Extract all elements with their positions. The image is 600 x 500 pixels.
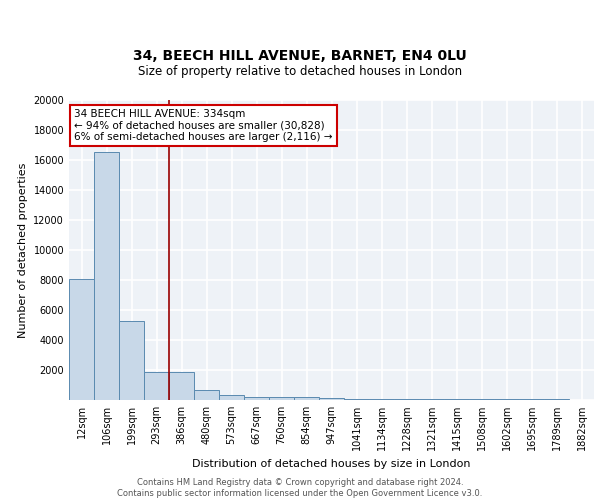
Bar (319, 398, 344, 400)
Bar (444, 399, 469, 400)
Bar (169, 372, 194, 400)
Bar (294, 398, 319, 400)
Bar (419, 399, 444, 400)
X-axis label: Distribution of detached houses by size in London: Distribution of detached houses by size … (192, 458, 471, 468)
Text: Size of property relative to detached houses in London: Size of property relative to detached ho… (138, 64, 462, 78)
Text: 34, BEECH HILL AVENUE, BARNET, EN4 0LU: 34, BEECH HILL AVENUE, BARNET, EN4 0LU (133, 48, 467, 62)
Bar (219, 395, 244, 400)
Bar (244, 396, 269, 400)
Bar (69, 278, 94, 400)
Y-axis label: Number of detached properties: Number of detached properties (18, 162, 28, 338)
Bar (369, 399, 394, 400)
Text: Contains HM Land Registry data © Crown copyright and database right 2024.
Contai: Contains HM Land Registry data © Crown c… (118, 478, 482, 498)
Bar (119, 320, 144, 400)
Text: 34 BEECH HILL AVENUE: 334sqm
← 94% of detached houses are smaller (30,828)
6% of: 34 BEECH HILL AVENUE: 334sqm ← 94% of de… (74, 109, 333, 142)
Bar (144, 372, 169, 400)
Bar (394, 399, 419, 400)
Bar (269, 397, 294, 400)
Bar (94, 152, 119, 400)
Bar (194, 390, 219, 400)
Bar (344, 398, 369, 400)
